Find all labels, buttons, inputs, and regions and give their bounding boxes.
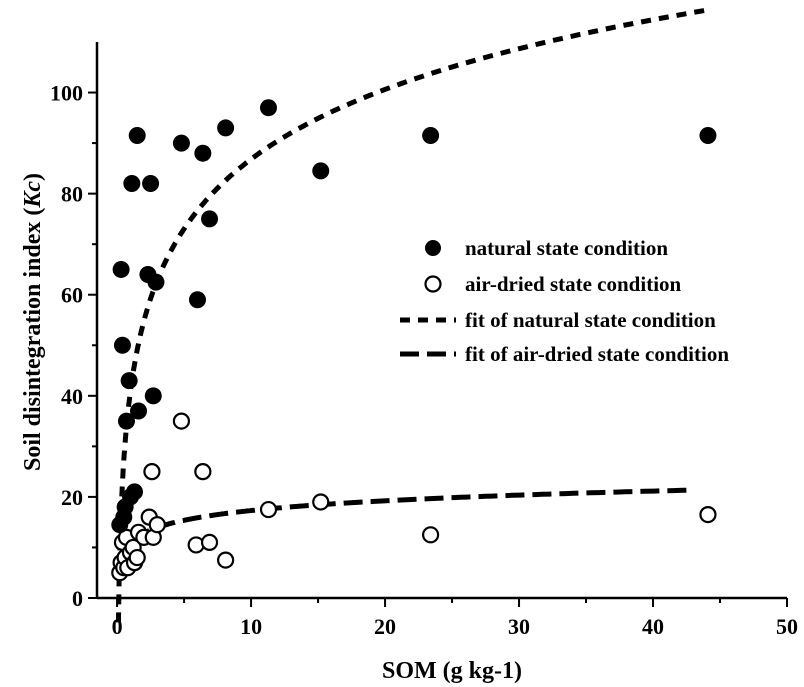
legend-label-natural: natural state condition [465, 236, 668, 260]
legend-marker-natural [425, 240, 441, 256]
natural-point [126, 483, 144, 501]
air-dried-point [217, 551, 235, 569]
y-tick-label: 40 [61, 384, 83, 409]
air-dried-point [312, 493, 330, 511]
y-axis-label-prefix: Soil disintegration index ( [20, 208, 46, 471]
x-tick-label: 10 [240, 614, 262, 639]
x-tick-label: 40 [642, 614, 664, 639]
natural-point [117, 412, 135, 430]
y-axis-label: Soil disintegration index (Kc) [20, 173, 46, 471]
air-dried-point [128, 548, 146, 567]
legend-label-air-dried-fit: fit of air-dried state condition [465, 342, 729, 366]
plot-marks [111, 7, 717, 623]
y-tick-label: 20 [61, 485, 83, 510]
air-dried-point [422, 526, 440, 544]
natural-point [422, 127, 440, 145]
y-axis-label-suffix: ) [20, 173, 46, 181]
air-dried-point [172, 412, 191, 430]
axes: 0 10 20 30 40 50 0 20 40 60 80 100 [50, 42, 798, 639]
legend-label-air-dried: air-dried state condition [465, 272, 682, 296]
legend-label-natural-fit: fit of natural state condition [465, 308, 716, 332]
natural-point [172, 134, 190, 152]
natural-point [699, 127, 717, 145]
fit-line-natural [115, 7, 708, 623]
natural-point [130, 402, 148, 420]
y-tick-label: 60 [61, 283, 83, 308]
x-tick-label: 0 [112, 614, 123, 639]
natural-point [123, 175, 141, 193]
natural-point [188, 291, 206, 309]
natural-point [201, 210, 219, 228]
x-tick-label: 20 [374, 614, 396, 639]
air-dried-point [200, 533, 219, 552]
air-dried-point [143, 463, 161, 481]
natural-point [113, 336, 131, 354]
air-dried-point [259, 500, 278, 519]
legend-marker-air-dried [424, 275, 442, 293]
natural-point [142, 175, 160, 193]
fit-line-air-dried [131, 487, 694, 543]
y-tick-label: 0 [72, 586, 83, 611]
natural-point [120, 372, 138, 390]
y-tick-label: 80 [61, 182, 83, 207]
natural-point [128, 127, 146, 145]
natural-point [217, 119, 235, 137]
x-tick-label: 30 [508, 614, 530, 639]
natural-point [112, 260, 130, 278]
legend: natural state condition air-dried state … [400, 236, 729, 366]
natural-point [147, 273, 165, 291]
x-axis-label: SOM (g kg-1) [382, 658, 522, 684]
x-tick-label: 50 [776, 614, 798, 639]
natural-point [312, 162, 330, 180]
air-dried-point [148, 516, 166, 534]
y-tick-label: 100 [50, 81, 83, 106]
natural-point [259, 99, 277, 117]
air-dried-point [699, 505, 717, 524]
y-axis-label-italic: Kc [20, 181, 46, 209]
natural-point [194, 144, 212, 162]
natural-point [144, 387, 162, 405]
air-dried-point [194, 463, 212, 481]
